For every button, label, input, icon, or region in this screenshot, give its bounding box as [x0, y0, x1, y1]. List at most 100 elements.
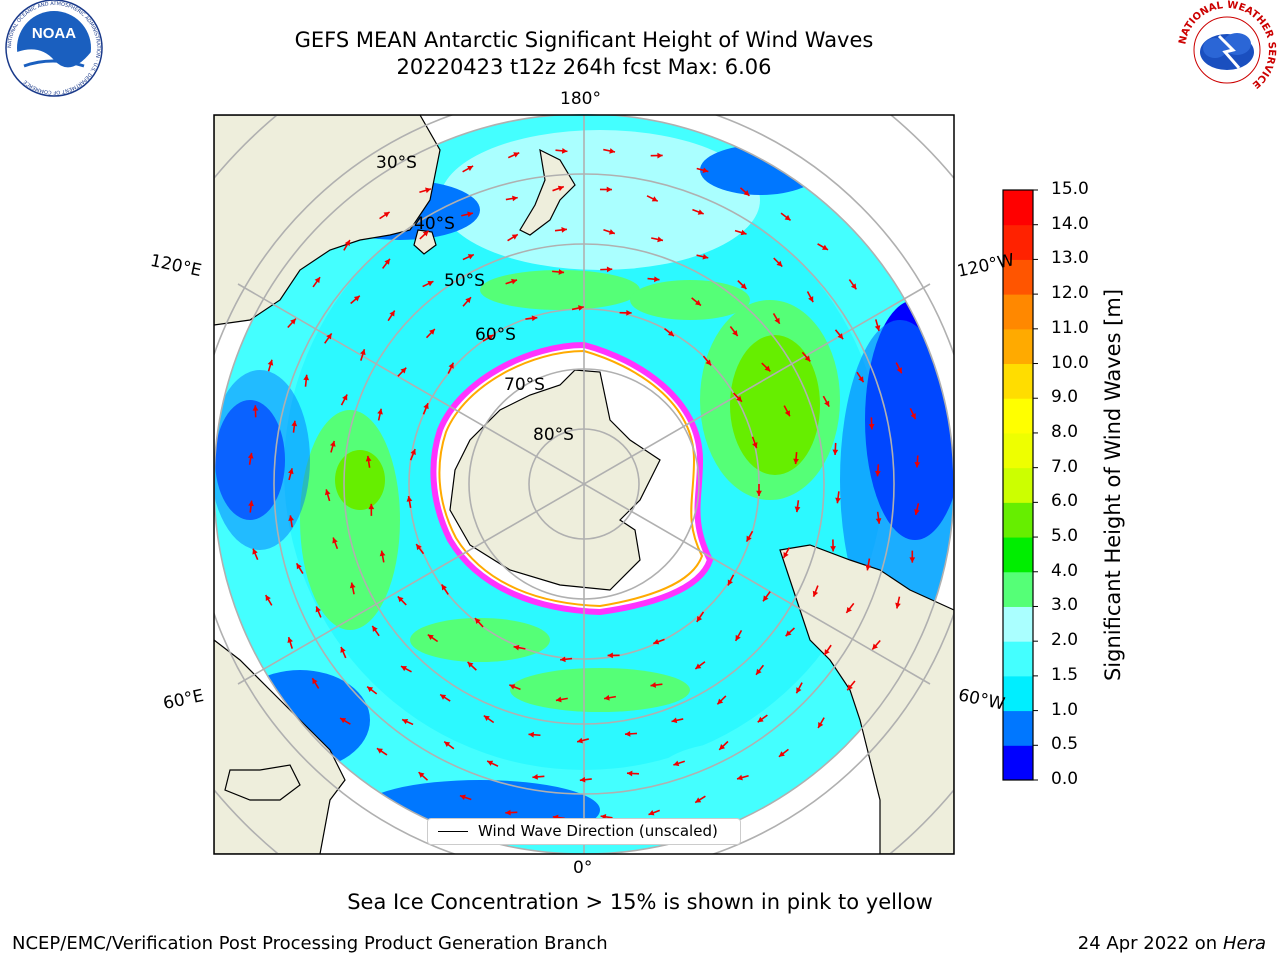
wind-arrow-head [756, 668, 762, 675]
wind-arrow-head [626, 770, 633, 777]
wind-arrow-head [763, 595, 769, 602]
wind-arrow-head [291, 420, 298, 427]
wind-arrow-head [653, 276, 660, 283]
wind-arrow-head [606, 266, 613, 273]
wind-arrow-head [808, 296, 814, 303]
wind-arrow-head [557, 185, 564, 192]
wind-arrow-head [340, 718, 347, 724]
colorbar-tick-label: 3.0 [1051, 595, 1079, 616]
wind-arrow-head [830, 546, 836, 552]
wind-arrow-head [764, 365, 771, 372]
lat-label-80s: 80°S [533, 425, 574, 445]
wind-arrow-head [383, 212, 390, 218]
wind-arrow-head [910, 413, 916, 420]
lat-label-60s: 60°S [475, 325, 516, 345]
wind-arrow-head [267, 359, 274, 366]
wind-arrow-head [467, 661, 474, 668]
wind-arrow-head [422, 230, 429, 237]
wind-arrow-head [784, 410, 790, 417]
wind-arrow-head [697, 209, 704, 215]
wind-arrow-head [467, 165, 474, 172]
wind-arrow-head [653, 639, 660, 645]
wind-arrow-head [528, 731, 534, 738]
noaa-logo-text: NOAA [32, 25, 76, 42]
colorbar-tick-label: 1.5 [1051, 664, 1079, 685]
wind-arrow-head [326, 333, 332, 340]
colorbar-tick-label: 6.0 [1051, 491, 1079, 512]
colorbar-swatch [1003, 537, 1033, 573]
wind-arrow-head [384, 258, 390, 265]
colorbar-tick-label: 0.5 [1051, 734, 1079, 755]
colorbar-border [1002, 189, 1034, 781]
wind-arrow-head [427, 281, 434, 287]
colorbar-swatch [1003, 502, 1033, 538]
wind-arrow-head [367, 686, 374, 693]
wind-arrow-head [812, 590, 819, 597]
colorbar-tick-label: 11.0 [1051, 317, 1089, 338]
wind-arrow-head [444, 741, 451, 748]
wind-arrow-head [425, 187, 431, 194]
wind-arrow-head [896, 367, 902, 374]
colorbar-tick-label: 12.0 [1051, 283, 1089, 304]
wind-arrow-head [914, 509, 920, 515]
wind-arrow-head [427, 634, 434, 640]
wind-arrow-head [296, 563, 302, 570]
graticule [214, 115, 954, 854]
wind-arrow-head [324, 489, 331, 496]
wind-arrow-head [673, 760, 680, 767]
wind-arrow-head [757, 716, 764, 723]
wind-arrow-head [804, 355, 811, 362]
nws-logo: NATIONAL WEATHER SERVICE [1177, 0, 1277, 98]
wind-arrow-head [671, 717, 678, 724]
wind-arrow-head [743, 190, 750, 196]
wind-arrow-head [349, 582, 356, 589]
chart-subtitle: 20220423 t12z 264h fcst Max: 6.06 [396, 55, 772, 79]
colorbar-swatch [1003, 328, 1033, 365]
wind-arrow-head [400, 666, 407, 672]
wind-arrow-head [265, 595, 271, 602]
wind-arrow-head [824, 649, 830, 656]
colorbar-tick-label: 13.0 [1051, 248, 1089, 269]
wind-arrow-head [794, 506, 801, 513]
lat-label-50s: 50°S [444, 271, 485, 291]
wind-arrow-head [429, 328, 435, 335]
wind-arrow-head [695, 797, 702, 803]
wind-arrow-head [606, 186, 612, 193]
wind-arrow-head [288, 515, 294, 522]
colorbar-swatch [1003, 606, 1033, 642]
wind-arrow-head [532, 774, 538, 780]
wind-arrow-head [379, 550, 386, 557]
wind-arrow-head [410, 449, 416, 456]
wind-arrow-head [376, 748, 383, 754]
lat-label-30s: 30°S [376, 153, 417, 173]
colorbar-tick-label: 4.0 [1051, 560, 1079, 581]
wind-arrow-head [735, 634, 741, 641]
wind-arrow-head [793, 458, 799, 465]
wind-arrow-head [732, 330, 738, 337]
wind-arrow-head [487, 335, 494, 341]
wind-arrow-head [657, 152, 663, 159]
wind-arrow-head [418, 772, 425, 778]
noaa-logo: NOAA NATIONAL OCEANIC AND ATMOSPHERIC AD… [5, 0, 103, 97]
wind-arrow-head [487, 760, 494, 766]
wind-arrow-head [560, 656, 566, 663]
colorbar-tick-label: 7.0 [1051, 456, 1079, 477]
wind-arrow-head [667, 330, 674, 337]
wind-arrow-head [377, 408, 383, 415]
wind-arrow-head [577, 737, 583, 744]
wind-arrow-head [353, 295, 360, 302]
wind-arrow-head [752, 442, 758, 449]
wind-arrow-head [459, 794, 466, 801]
wind-arrow-head [774, 317, 780, 324]
wind-arrow-head [784, 214, 791, 221]
legend-label: Wind Wave Direction (unscaled) [478, 822, 718, 840]
colorbar-swatch [1003, 571, 1033, 607]
wind-wave-arrows [247, 148, 921, 821]
colorbar-swatch [1003, 363, 1033, 399]
wind-arrow-head [846, 606, 852, 613]
wind-arrow-head [389, 310, 395, 317]
wind-arrow-head [558, 269, 565, 275]
colorbar-tick-label: 2.0 [1051, 630, 1079, 651]
footer-system: Hera [1222, 933, 1266, 954]
wind-arrow-head [796, 687, 802, 694]
